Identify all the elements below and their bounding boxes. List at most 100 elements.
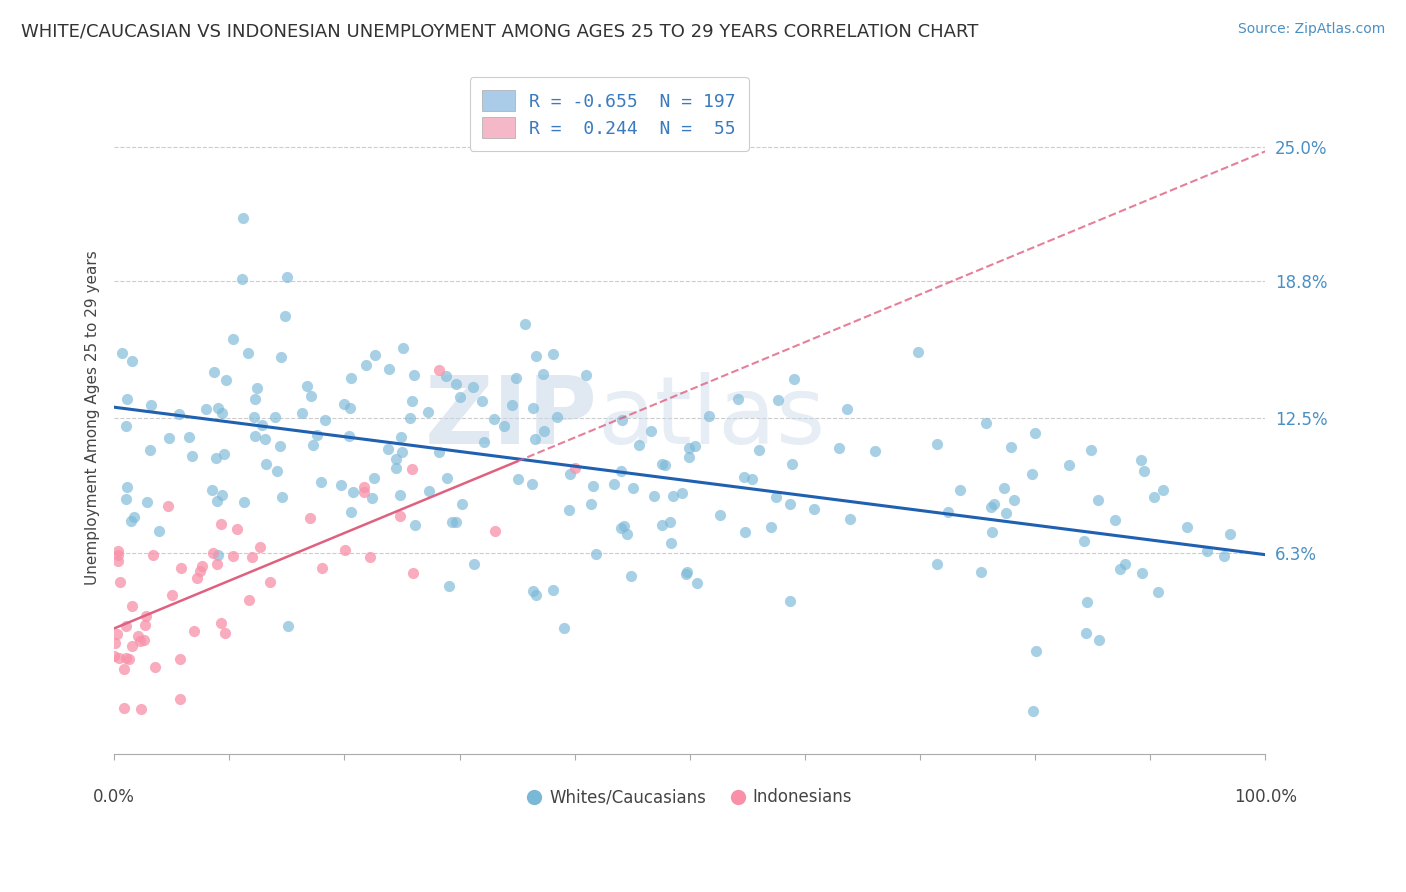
- Point: [356, 359, 378, 373]
- Point: [309, 475, 332, 489]
- Point: [132, 632, 155, 647]
- Point: [1130, 566, 1153, 580]
- Point: [363, 471, 385, 485]
- Point: [314, 413, 336, 427]
- Point: [709, 508, 731, 522]
- Point: [925, 558, 948, 572]
- Point: [1143, 491, 1166, 505]
- Point: [270, 350, 292, 364]
- Point: [1133, 464, 1156, 478]
- Point: [311, 561, 333, 575]
- Point: [779, 594, 801, 608]
- Point: [449, 390, 471, 404]
- Point: [440, 515, 463, 529]
- Point: [391, 341, 413, 355]
- Point: [974, 416, 997, 430]
- Point: [575, 368, 598, 383]
- Point: [520, 476, 543, 491]
- Point: [330, 477, 353, 491]
- Point: [484, 524, 506, 538]
- Point: [437, 579, 460, 593]
- Point: [115, 480, 138, 494]
- Point: [949, 483, 972, 497]
- Point: [1073, 534, 1095, 549]
- Point: [980, 500, 1002, 514]
- Text: 100.0%: 100.0%: [1234, 788, 1296, 805]
- Point: [136, 495, 159, 509]
- Point: [1000, 440, 1022, 454]
- Point: [121, 639, 143, 653]
- Point: [659, 536, 682, 550]
- Point: [232, 495, 254, 509]
- Point: [222, 549, 245, 563]
- Point: [201, 483, 224, 498]
- Point: [643, 489, 665, 503]
- Point: [169, 691, 191, 706]
- Text: atlas: atlas: [598, 372, 825, 464]
- Point: [733, 470, 755, 484]
- Point: [1021, 704, 1043, 718]
- Point: [259, 574, 281, 589]
- Point: [401, 462, 423, 476]
- Point: [803, 501, 825, 516]
- Point: [524, 432, 547, 446]
- Point: [207, 401, 229, 415]
- Point: [212, 447, 235, 461]
- Point: [651, 457, 673, 471]
- Point: [446, 515, 468, 529]
- Point: [678, 450, 700, 464]
- Point: [1021, 467, 1043, 481]
- Point: [271, 491, 294, 505]
- Point: [1213, 549, 1236, 563]
- Point: [115, 651, 138, 665]
- Point: [1088, 633, 1111, 648]
- Point: [610, 521, 633, 535]
- Point: [474, 434, 496, 449]
- Point: [107, 548, 129, 562]
- Point: [143, 660, 166, 674]
- Point: [541, 347, 564, 361]
- Point: [541, 583, 564, 598]
- Point: [627, 438, 650, 452]
- Point: [103, 649, 125, 664]
- Point: [384, 452, 406, 467]
- Point: [110, 574, 132, 589]
- Point: [127, 629, 149, 643]
- Point: [613, 519, 636, 533]
- Point: [118, 651, 141, 665]
- Point: [232, 211, 254, 226]
- Point: [266, 464, 288, 478]
- Point: [115, 491, 138, 506]
- Point: [404, 517, 426, 532]
- Point: [401, 566, 423, 581]
- Point: [620, 568, 643, 582]
- Point: [221, 332, 243, 346]
- Point: [558, 503, 581, 517]
- Point: [298, 511, 321, 525]
- Point: [506, 472, 529, 486]
- Point: [157, 499, 180, 513]
- Point: [240, 550, 263, 565]
- Point: [269, 439, 291, 453]
- Point: [377, 442, 399, 456]
- Point: [981, 524, 1004, 539]
- Point: [389, 430, 412, 444]
- Point: [1177, 520, 1199, 534]
- Point: [195, 402, 218, 417]
- Point: [157, 431, 180, 445]
- Point: [332, 397, 354, 411]
- Point: [342, 484, 364, 499]
- Point: [340, 505, 363, 519]
- Point: [765, 490, 787, 504]
- Point: [513, 318, 536, 332]
- Point: [209, 517, 232, 532]
- Point: [759, 520, 782, 534]
- Point: [243, 410, 266, 425]
- Point: [434, 369, 457, 384]
- Point: [463, 379, 485, 393]
- Point: [254, 457, 277, 471]
- Point: [553, 621, 575, 635]
- Text: Source: ZipAtlas.com: Source: ZipAtlas.com: [1237, 22, 1385, 37]
- Point: [139, 398, 162, 412]
- Point: [610, 464, 633, 478]
